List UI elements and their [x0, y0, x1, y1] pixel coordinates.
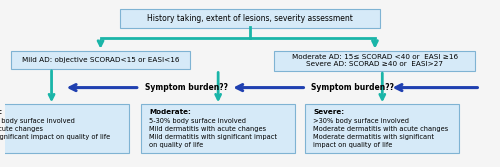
- FancyBboxPatch shape: [11, 51, 190, 69]
- FancyBboxPatch shape: [120, 10, 380, 28]
- FancyBboxPatch shape: [0, 104, 128, 153]
- FancyBboxPatch shape: [274, 51, 475, 71]
- Text: Mild AD: objective SCORAD<15 or EASI<16: Mild AD: objective SCORAD<15 or EASI<16: [22, 57, 180, 63]
- Text: Mild:: Mild:: [0, 109, 3, 115]
- Text: Moderate dermatitis with significant: Moderate dermatitis with significant: [314, 134, 434, 140]
- Text: Mild dermatitis with acute changes: Mild dermatitis with acute changes: [150, 126, 266, 132]
- FancyBboxPatch shape: [305, 104, 460, 153]
- Text: Severe:: Severe:: [314, 109, 344, 115]
- Text: on quality of life: on quality of life: [150, 142, 204, 148]
- Text: >30% body surface involved: >30% body surface involved: [314, 118, 410, 124]
- Text: impact on quality of life: impact on quality of life: [314, 142, 393, 148]
- Text: No significant impact on quality of life: No significant impact on quality of life: [0, 134, 110, 140]
- FancyBboxPatch shape: [141, 104, 296, 153]
- Text: Moderate:: Moderate:: [150, 109, 191, 115]
- Text: Moderate AD: 15≤ SCORAD <40 or  EASI ≥16
Severe AD: SCORAD ≥40 or  EASI>27: Moderate AD: 15≤ SCORAD <40 or EASI ≥16 …: [292, 54, 458, 67]
- Text: <5% body surface involved: <5% body surface involved: [0, 118, 74, 124]
- Text: Symptom burden??: Symptom burden??: [311, 83, 394, 92]
- Text: History taking, extent of lesions, severity assessment: History taking, extent of lesions, sever…: [147, 14, 353, 23]
- Text: 5-30% body surface involved: 5-30% body surface involved: [150, 118, 246, 124]
- Text: Mild dermatitis with significant impact: Mild dermatitis with significant impact: [150, 134, 278, 140]
- Text: Symptom burden??: Symptom burden??: [144, 83, 228, 92]
- Text: No acute changes: No acute changes: [0, 126, 42, 132]
- Text: Moderate dermatitis with acute changes: Moderate dermatitis with acute changes: [314, 126, 448, 132]
